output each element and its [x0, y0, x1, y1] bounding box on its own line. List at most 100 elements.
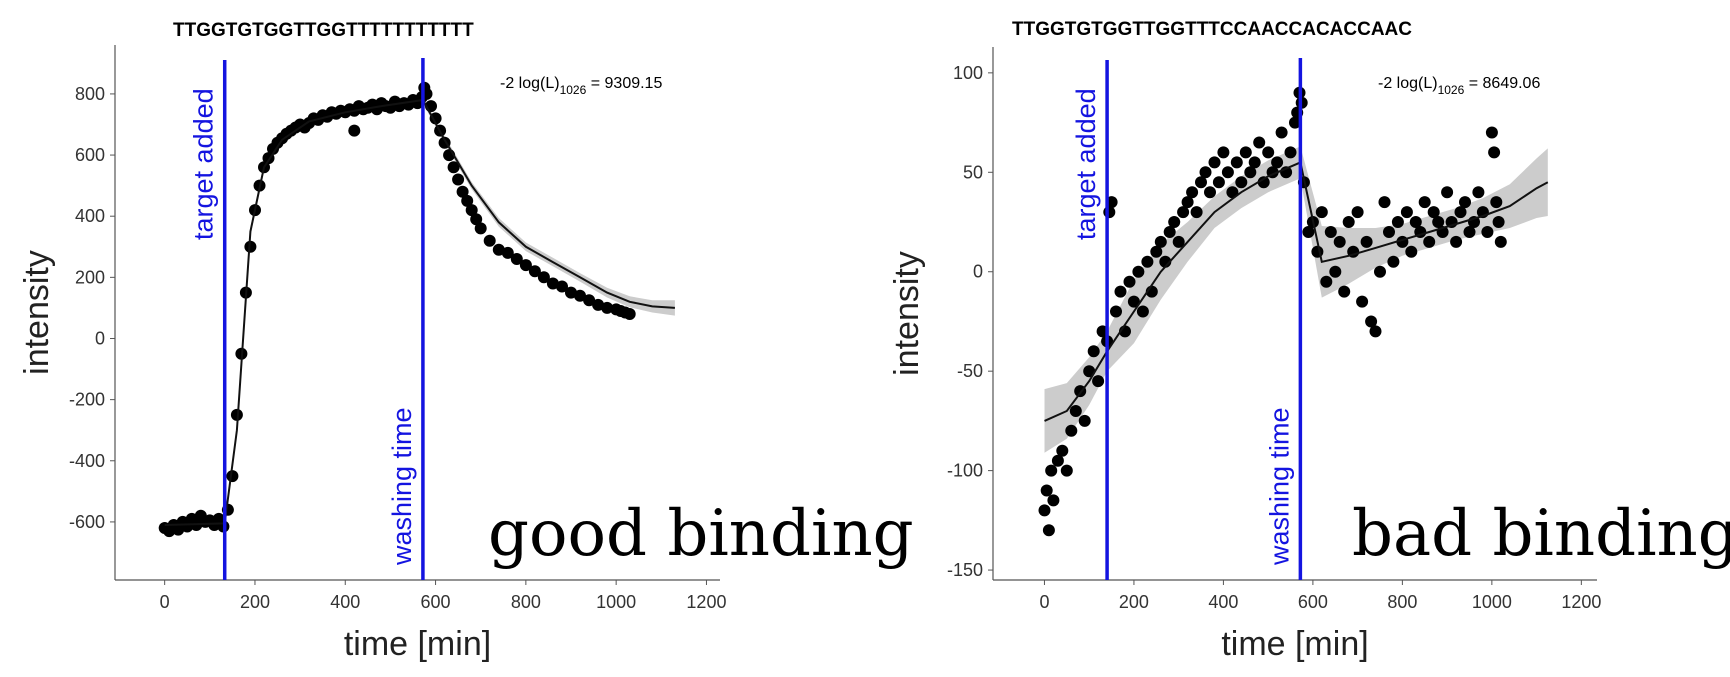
data-point — [1103, 206, 1116, 219]
data-point — [1450, 235, 1463, 248]
data-point — [1488, 146, 1501, 159]
data-point — [528, 265, 541, 278]
data-points — [1038, 86, 1507, 537]
x-tick-label: 600 — [1298, 592, 1328, 612]
x-tick-label: 1200 — [1561, 592, 1601, 612]
data-point — [1481, 226, 1494, 238]
data-point — [456, 185, 469, 198]
data-point — [537, 271, 550, 284]
data-point — [452, 173, 465, 186]
y-axis-label: intensity — [888, 251, 926, 376]
data-point — [1391, 216, 1404, 228]
data-point — [226, 470, 239, 483]
data-point — [1271, 156, 1284, 169]
data-point — [348, 124, 361, 137]
data-point — [1289, 116, 1301, 129]
y-tick-label: 0 — [973, 262, 983, 282]
data-point — [1038, 504, 1051, 517]
data-point — [465, 204, 478, 217]
data-point — [1365, 315, 1378, 328]
data-point — [1078, 414, 1091, 427]
data-point — [583, 294, 596, 307]
data-point — [1302, 226, 1315, 238]
target-added-label: target added — [1071, 88, 1101, 240]
data-point — [1405, 245, 1418, 258]
x-tick-label: 400 — [1208, 592, 1238, 612]
data-point — [1186, 186, 1199, 199]
x-tick-label: 200 — [1119, 592, 1149, 612]
y-tick-label: -100 — [947, 461, 983, 481]
data-point — [1190, 206, 1203, 219]
data-point — [1132, 265, 1145, 278]
data-point — [1490, 196, 1503, 209]
data-point — [1056, 444, 1069, 457]
data-point — [510, 253, 523, 265]
x-tick-label: 1200 — [686, 592, 726, 612]
data-point — [1423, 235, 1436, 248]
y-tick-label: 50 — [963, 162, 983, 182]
x-tick-label: 0 — [1039, 592, 1049, 612]
data-point — [556, 280, 568, 293]
data-point — [1204, 186, 1216, 199]
data-point — [1459, 196, 1471, 209]
y-tick-label: 600 — [75, 145, 105, 165]
data-point — [1356, 295, 1369, 308]
data-point — [1463, 226, 1476, 238]
data-point — [1248, 156, 1261, 169]
data-point — [1315, 206, 1328, 219]
x-tick-label: 1000 — [1472, 592, 1512, 612]
data-point — [1275, 126, 1288, 139]
data-point — [1163, 226, 1176, 238]
data-point — [461, 194, 474, 207]
data-point — [1177, 206, 1190, 219]
binding-caption: bad binding — [1352, 497, 1730, 571]
data-point — [1136, 305, 1149, 318]
data-point — [492, 243, 505, 256]
data-point — [1199, 166, 1212, 179]
y-tick-label: 400 — [75, 206, 105, 226]
data-point — [1400, 206, 1413, 219]
data-point — [1092, 375, 1105, 388]
chart-panel-2: 0 200 400 600 800 1000 1200 -150 -100 -50 0 50 100 ta… — [888, 19, 1730, 663]
data-point — [1253, 136, 1266, 149]
data-point — [1069, 405, 1082, 417]
data-point — [1311, 245, 1324, 258]
data-point — [1168, 216, 1181, 228]
data-point — [1351, 206, 1364, 219]
data-point — [1244, 166, 1257, 179]
data-point — [1230, 156, 1243, 169]
data-point — [1333, 235, 1346, 248]
data-point — [447, 161, 460, 174]
binding-caption: good binding — [488, 497, 914, 571]
data-point — [1060, 464, 1073, 477]
data-point — [1360, 235, 1373, 248]
x-tick-label: 200 — [240, 592, 270, 612]
data-point — [1441, 186, 1454, 199]
data-point — [1065, 424, 1078, 437]
x-axis-label: time [min] — [344, 625, 491, 663]
data-point — [1378, 196, 1391, 209]
x-tick-label: 0 — [160, 592, 170, 612]
data-point — [1329, 265, 1342, 278]
data-point — [1226, 186, 1239, 199]
data-point — [1042, 524, 1055, 537]
data-point — [244, 240, 257, 253]
data-point — [1239, 146, 1252, 159]
x-tick-label: 400 — [330, 592, 360, 612]
data-point — [1485, 126, 1498, 139]
data-point — [1181, 196, 1194, 209]
data-point — [1051, 454, 1064, 467]
chart-panel-1: 0 200 400 600 800 1000 1200 -600 -400 -200 0 200 400… — [18, 20, 914, 663]
data-point — [1045, 464, 1058, 477]
chart-title: TTGGTGTGGTTGGTTTCCAACCACACCAAC — [1012, 19, 1412, 40]
data-point — [574, 289, 586, 302]
data-point — [1418, 196, 1431, 209]
data-point — [519, 259, 532, 272]
data-point — [1409, 216, 1422, 228]
y-tick-label: -150 — [947, 560, 983, 580]
data-point — [1387, 255, 1400, 268]
data-point — [1221, 166, 1234, 179]
data-point — [1154, 235, 1167, 248]
data-point — [1087, 345, 1100, 358]
